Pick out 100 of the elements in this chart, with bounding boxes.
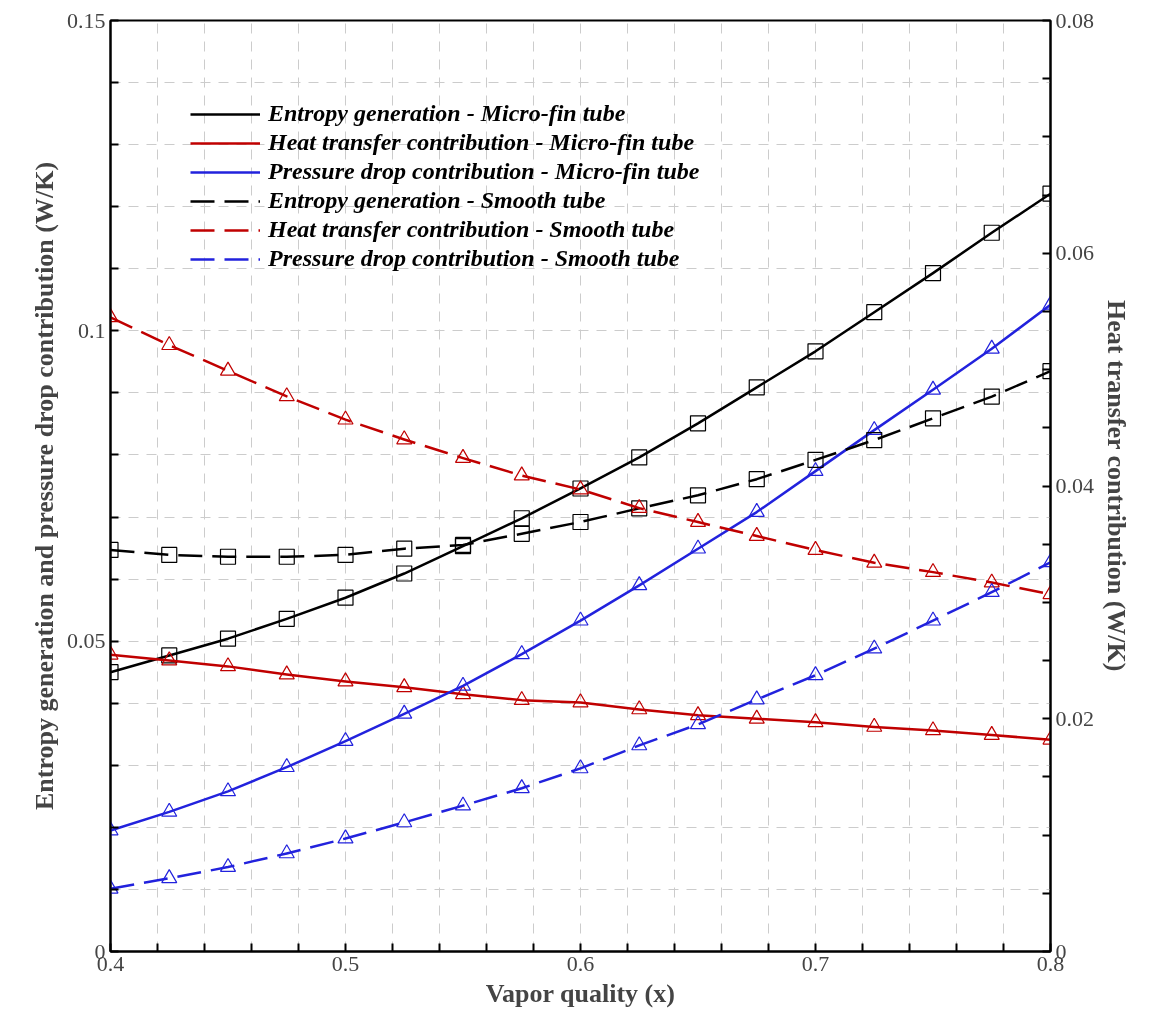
y-tick-label: 0.15 [67, 7, 106, 33]
point [866, 420, 883, 436]
point [983, 573, 1000, 588]
point [807, 343, 824, 360]
point [396, 704, 413, 719]
point [572, 759, 589, 774]
legend-label: Heat transfer contribution - Smooth tube [268, 216, 675, 243]
point [337, 672, 354, 687]
y2-tick-label: 0.06 [1055, 240, 1094, 266]
point [748, 502, 765, 517]
point [689, 539, 707, 554]
point [513, 644, 530, 660]
x-tick-label: 0.6 [566, 950, 595, 976]
point [866, 717, 883, 732]
point [866, 431, 883, 449]
point [337, 410, 354, 425]
point [513, 690, 530, 706]
point [983, 224, 1000, 241]
point [454, 676, 472, 691]
x-tick-label: 0.5 [331, 950, 360, 976]
point [219, 630, 237, 647]
point [454, 685, 472, 700]
y2-tick-label: 0.04 [1055, 473, 1094, 498]
legend-label: Entropy generation - Micro-fin tube [268, 100, 626, 127]
point [807, 451, 824, 469]
point [689, 415, 707, 432]
point [219, 782, 237, 797]
point [278, 548, 295, 565]
point [161, 869, 178, 884]
y2-tick-label: 0.08 [1055, 7, 1094, 33]
point [748, 709, 765, 724]
point [924, 265, 942, 282]
point [866, 639, 883, 654]
point [161, 647, 178, 664]
point [631, 736, 648, 751]
point [337, 829, 354, 844]
point [513, 779, 530, 794]
point [924, 611, 942, 626]
point [689, 512, 707, 528]
point [396, 813, 413, 828]
point [631, 700, 648, 715]
x-axis-title: Vapor quality (x) [485, 978, 675, 1008]
point [748, 526, 765, 541]
point [866, 553, 883, 568]
point [807, 666, 824, 681]
point [689, 706, 707, 721]
y-tick-label: 0.1 [78, 317, 106, 343]
point [278, 387, 295, 402]
point [161, 802, 178, 817]
point [278, 757, 295, 773]
point [454, 796, 472, 811]
point [278, 665, 295, 680]
point [513, 510, 530, 527]
point [983, 582, 1000, 598]
point [513, 466, 530, 481]
point [924, 721, 942, 736]
x-tick-label: 0.7 [801, 950, 830, 976]
point [396, 565, 413, 582]
point [631, 576, 648, 591]
legend-label: Pressure drop contribution - Micro-fin tube [268, 158, 700, 185]
point [513, 525, 530, 542]
point [161, 651, 178, 666]
point [278, 844, 295, 859]
point [748, 690, 765, 705]
legend-label: Pressure drop contribution - Smooth tube [268, 245, 680, 272]
point [572, 513, 589, 531]
y-tick-label: 0.05 [67, 628, 106, 654]
point [337, 546, 354, 563]
legend-label: Heat transfer contribution - Micro-fin tube [268, 129, 695, 156]
legend-label: Entropy generation - Smooth tube [268, 187, 606, 214]
point [689, 715, 707, 730]
point [866, 304, 883, 321]
y2-axis-title: Heat transfer contribution (W/K) [1102, 300, 1131, 672]
point [396, 430, 413, 445]
point [807, 540, 824, 555]
point [161, 335, 178, 351]
point [219, 657, 237, 672]
point [219, 857, 237, 873]
y-axis-title: Entropy generation and pressure drop contribution (W/K) [30, 161, 59, 811]
point [807, 712, 824, 728]
point [807, 461, 824, 477]
point [396, 678, 413, 693]
point [337, 589, 354, 606]
y2-tick-label: 0.02 [1055, 705, 1094, 731]
point [572, 693, 589, 708]
point [278, 610, 295, 627]
point [572, 611, 589, 626]
point [983, 388, 1000, 405]
point [983, 725, 1000, 740]
point [161, 546, 178, 563]
point [454, 448, 472, 463]
point [748, 379, 765, 396]
point [219, 548, 237, 565]
point [337, 731, 354, 747]
point [689, 487, 707, 504]
point [924, 562, 942, 578]
point [924, 410, 942, 427]
point [748, 471, 765, 488]
point [631, 449, 648, 466]
point [219, 361, 237, 376]
